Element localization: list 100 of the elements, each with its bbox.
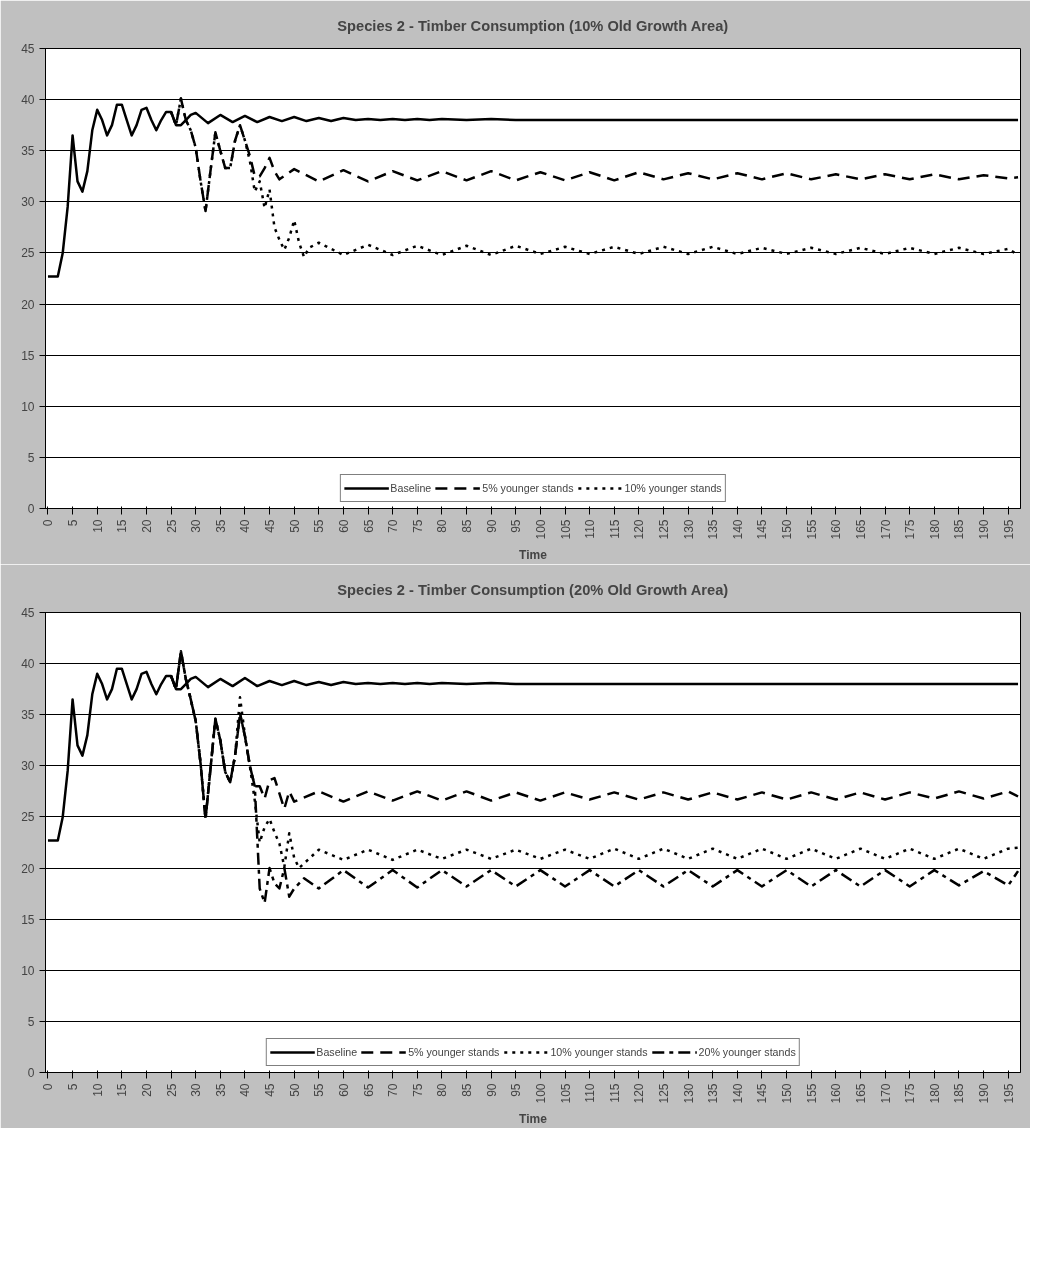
x-tick-label: 75 (410, 1083, 425, 1097)
x-tick-label: 165 (853, 1083, 868, 1104)
x-tick-label: 40 (238, 519, 253, 533)
legend-label: 20% younger stands (698, 1046, 796, 1058)
x-tick-label: 160 (829, 519, 844, 540)
x-tick-label: 110 (583, 519, 598, 539)
x-tick-label: 30 (189, 519, 204, 533)
legend-label: 10% younger stands (624, 482, 722, 494)
x-tick-label: 10 (90, 519, 105, 533)
x-tick-label: 45 (263, 519, 278, 533)
x-tick-label: 55 (312, 1083, 327, 1097)
x-tick-label: 15 (115, 519, 130, 533)
y-tick-label: 10 (21, 399, 35, 414)
x-tick-label: 25 (164, 1083, 179, 1097)
x-tick-label: 30 (189, 1083, 204, 1097)
y-tick-label: 40 (21, 657, 35, 672)
x-tick-label: 115 (607, 1083, 622, 1103)
y-tick-label: 40 (21, 93, 35, 108)
legend-label: 10% younger stands (550, 1046, 648, 1058)
x-tick-label: 85 (460, 1083, 475, 1097)
x-tick-label: 170 (878, 1083, 893, 1104)
y-tick-label: 30 (21, 195, 35, 210)
y-tick-label: 15 (21, 348, 35, 363)
y-tick-label: 25 (21, 810, 35, 825)
y-tick-label: 35 (21, 708, 35, 723)
x-tick-label: 160 (829, 1083, 844, 1104)
x-tick-label: 150 (780, 519, 795, 540)
x-tick-label: 180 (927, 519, 942, 540)
y-tick-label: 45 (21, 606, 35, 620)
legend-label: 5% younger stands (482, 482, 574, 494)
y-tick-label: 45 (21, 42, 35, 56)
x-tick-label: 45 (263, 1083, 278, 1097)
x-tick-label: 105 (558, 519, 573, 540)
x-tick-label: 0 (41, 519, 56, 527)
x-tick-label: 65 (361, 1083, 376, 1097)
y-tick-label: 20 (21, 861, 35, 876)
x-tick-label: 175 (903, 519, 918, 540)
x-tick-label: 90 (484, 519, 499, 533)
x-tick-label: 155 (804, 519, 819, 540)
x-tick-label: 5 (66, 1083, 81, 1091)
x-tick-label: 50 (287, 1083, 302, 1097)
x-tick-label: 75 (410, 519, 425, 533)
y-tick-label: 25 (21, 246, 35, 261)
x-tick-label: 20 (139, 519, 154, 533)
x-tick-label: 145 (755, 519, 770, 540)
legend-label: Baseline (316, 1046, 358, 1058)
x-tick-label: 15 (115, 1083, 130, 1097)
x-tick-label: 125 (656, 519, 671, 540)
x-tick-label: 175 (903, 1083, 918, 1104)
x-tick-label: 35 (213, 1083, 228, 1097)
x-tick-label: 110 (583, 1083, 598, 1103)
y-tick-label: 5 (27, 1014, 35, 1029)
x-tick-label: 80 (435, 519, 450, 533)
x-tick-label: 100 (533, 519, 548, 540)
x-tick-label: 50 (287, 519, 302, 533)
x-tick-label: 130 (681, 519, 696, 540)
y-tick-label: 35 (21, 144, 35, 159)
x-tick-label: 135 (706, 1083, 721, 1104)
x-tick-label: 140 (730, 1083, 745, 1104)
x-tick-label: 40 (238, 1083, 253, 1097)
x-tick-label: 20 (139, 1083, 154, 1097)
x-tick-label: 190 (977, 519, 992, 540)
x-tick-label: 185 (952, 519, 967, 540)
x-tick-label: 70 (386, 519, 401, 533)
x-tick-label: 195 (1001, 519, 1016, 540)
x-tick-label: 165 (853, 519, 868, 540)
x-tick-label: 60 (336, 1083, 351, 1097)
y-tick-label: 10 (21, 963, 35, 978)
x-tick-label: 155 (804, 1083, 819, 1104)
x-tick-label: 120 (632, 1083, 647, 1104)
x-tick-label: 35 (213, 519, 228, 533)
x-tick-label: 145 (755, 1083, 770, 1104)
y-tick-label: 20 (21, 297, 35, 312)
x-tick-label: 85 (460, 519, 475, 533)
chart-title: Species 2 - Timber Consumption (20% Old Growth Area) (337, 581, 729, 598)
x-tick-label: 170 (878, 519, 893, 540)
x-tick-label: 90 (484, 1083, 499, 1097)
x-tick-label: 0 (41, 1083, 56, 1091)
x-tick-label: 195 (1001, 1083, 1016, 1104)
y-tick-label: 30 (21, 759, 35, 774)
x-tick-label: 130 (681, 1083, 696, 1104)
x-tick-label: 25 (164, 519, 179, 533)
x-tick-label: 5 (66, 519, 81, 527)
x-tick-label: 190 (977, 1083, 992, 1104)
x-tick-label: 135 (706, 519, 721, 540)
x-tick-label: 120 (632, 519, 647, 540)
y-tick-label: 0 (27, 502, 35, 516)
chart-title: Species 2 - Timber Consumption (10% Old Growth Area) (337, 17, 729, 34)
x-tick-label: 95 (509, 519, 524, 533)
x-tick-label: 115 (607, 519, 622, 539)
x-axis-title: Time (519, 547, 548, 562)
x-tick-label: 60 (336, 519, 351, 533)
y-tick-label: 15 (21, 912, 35, 927)
x-tick-label: 150 (780, 1083, 795, 1104)
legend-label: Baseline (390, 482, 432, 494)
x-tick-label: 100 (533, 1083, 548, 1104)
x-tick-label: 80 (435, 1083, 450, 1097)
y-tick-label: 0 (27, 1066, 35, 1080)
x-tick-label: 95 (509, 1083, 524, 1097)
x-tick-label: 125 (656, 1083, 671, 1104)
